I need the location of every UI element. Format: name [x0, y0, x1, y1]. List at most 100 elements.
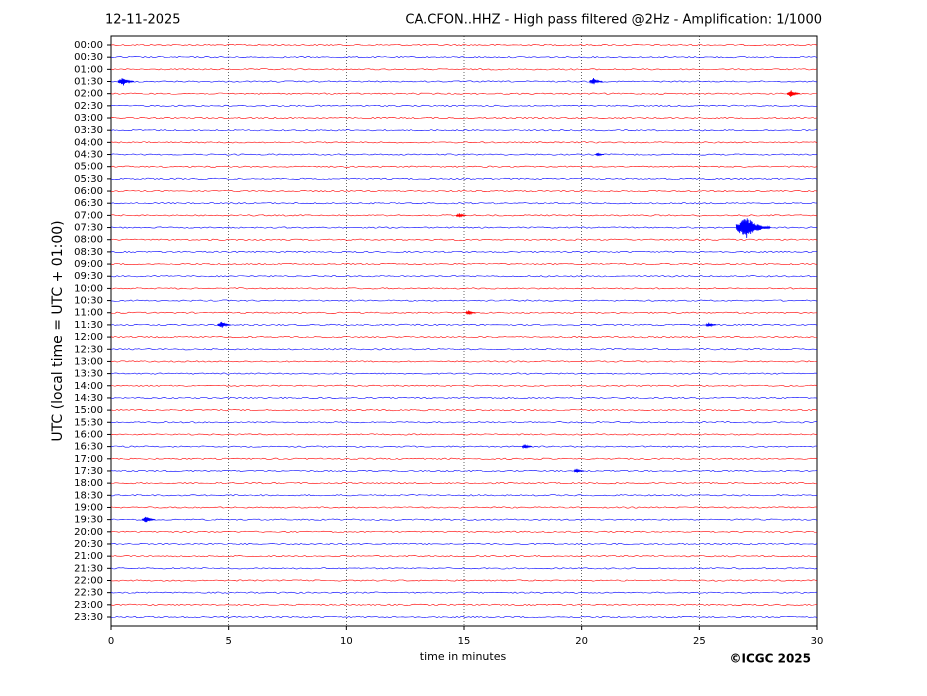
y-tick-label: 02:00: [74, 89, 103, 100]
y-tick-label: 16:30: [74, 442, 103, 453]
y-tick-label: 07:30: [74, 223, 103, 234]
trace: [110, 299, 818, 302]
trace: [110, 579, 818, 582]
x-tick-label: 25: [693, 636, 706, 647]
trace: [110, 603, 818, 606]
y-tick-label: 07:00: [74, 210, 103, 221]
y-tick-label: 13:00: [74, 356, 103, 367]
y-tick-label: 04:30: [74, 150, 103, 161]
trace: [110, 68, 818, 71]
y-tick-label: 19:00: [74, 502, 103, 513]
trace: [110, 43, 818, 47]
trace: [110, 360, 818, 363]
trace: [110, 421, 818, 424]
trace: [110, 336, 818, 339]
y-tick-label: 16:00: [74, 429, 103, 440]
x-tick-label: 30: [811, 636, 824, 647]
y-tick-label: 11:00: [74, 308, 103, 319]
y-tick-label: 12:00: [74, 332, 103, 343]
credit: ©ICGC 2025: [729, 652, 811, 666]
trace: [110, 141, 818, 144]
trace: [110, 153, 818, 156]
trace: [110, 482, 818, 485]
trace: [110, 104, 818, 107]
trace: [110, 457, 818, 460]
trace: [110, 116, 818, 120]
y-tick-label: 14:30: [74, 393, 103, 404]
y-tick-label: 23:30: [74, 612, 103, 623]
trace: [110, 518, 818, 521]
y-tick-label: 20:30: [74, 539, 103, 550]
seismic-event: [589, 78, 603, 85]
y-tick-label: 00:30: [74, 52, 103, 63]
trace: [110, 506, 818, 509]
trace: [110, 238, 818, 241]
trace: [110, 615, 818, 619]
y-tick-label: 09:00: [74, 259, 103, 270]
y-tick-label: 03:30: [74, 125, 103, 136]
y-tick-label: 17:00: [74, 454, 103, 465]
trace: [110, 372, 818, 375]
trace: [110, 226, 818, 229]
seismic-event: [786, 90, 801, 97]
x-tick-label: 15: [458, 636, 471, 647]
y-tick-label: 21:00: [74, 551, 103, 562]
y-tick-label: 02:30: [74, 101, 103, 112]
y-tick-label: 01:00: [74, 64, 103, 75]
trace: [110, 396, 818, 399]
y-tick-label: 23:00: [74, 600, 103, 611]
y-axis-label: UTC (local time = UTC + 01:00): [50, 220, 66, 441]
y-tick-label: 08:30: [74, 247, 103, 258]
y-tick-label: 08:00: [74, 235, 103, 246]
trace: [110, 56, 818, 59]
y-tick-label: 05:30: [74, 174, 103, 185]
trace: [110, 494, 818, 497]
y-tick-label: 22:30: [74, 588, 103, 599]
trace: [110, 445, 818, 448]
x-axis-label: time in minutes: [420, 650, 507, 663]
y-tick-label: 18:00: [74, 478, 103, 489]
trace: [110, 384, 818, 387]
y-tick-label: 20:00: [74, 527, 103, 538]
trace: [110, 311, 818, 314]
seismic-event: [217, 321, 231, 328]
x-tick-label: 5: [225, 636, 231, 647]
trace: [110, 348, 818, 351]
trace: [110, 567, 818, 570]
y-tick-label: 05:00: [74, 162, 103, 173]
y-tick-label: 12:30: [74, 344, 103, 355]
y-tick-label: 17:30: [74, 466, 103, 477]
seismic-event: [595, 152, 605, 157]
trace: [110, 189, 818, 193]
trace: [110, 165, 818, 168]
trace: [110, 287, 818, 290]
trace: [110, 530, 818, 533]
seismic-event: [573, 468, 585, 473]
trace: [110, 409, 818, 412]
y-tick-label: 14:00: [74, 381, 103, 392]
y-tick-label: 04:00: [74, 137, 103, 148]
y-tick-label: 22:00: [74, 575, 103, 586]
y-tick-label: 09:30: [74, 271, 103, 282]
seismic-event: [705, 322, 716, 328]
chart-title: CA.CFON..HHZ - High pass filtered @2Hz -…: [405, 13, 822, 28]
trace: [110, 433, 818, 436]
y-tick-label: 01:30: [74, 77, 103, 88]
trace: [110, 591, 818, 594]
x-tick-label: 10: [340, 636, 353, 647]
trace: [110, 275, 818, 278]
trace: [110, 263, 818, 266]
y-tick-label: 19:30: [74, 515, 103, 526]
trace: [110, 555, 818, 558]
seismic-event: [735, 218, 771, 238]
x-tick-label: 20: [575, 636, 588, 647]
trace: [110, 250, 818, 253]
y-tick-label: 00:00: [74, 40, 103, 51]
trace: [110, 177, 818, 180]
trace: [110, 92, 818, 95]
y-tick-label: 18:30: [74, 490, 103, 501]
seismic-event: [521, 444, 533, 449]
trace: [110, 469, 818, 472]
